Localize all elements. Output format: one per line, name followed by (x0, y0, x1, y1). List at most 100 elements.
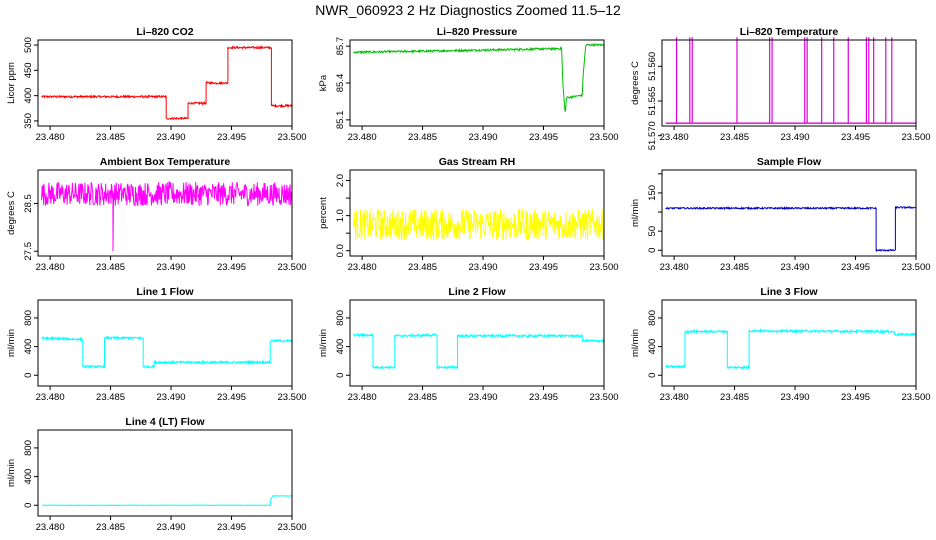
x-tick-label: 23.490 (469, 392, 498, 403)
x-tick-label: 23.480 (36, 522, 65, 533)
x-tick-label: 23.490 (157, 522, 186, 533)
series-line (353, 42, 604, 112)
chart-title: Line 3 Flow (760, 286, 818, 298)
x-tick-label: 23.495 (529, 132, 558, 143)
y-tick-label: 800 (335, 310, 346, 326)
y-axis-label: ml/min (6, 329, 17, 357)
y-tick-label: 400 (335, 339, 346, 355)
plot-frame (349, 39, 605, 127)
series-line (41, 335, 293, 370)
chart-title: Li–820 Temperature (740, 26, 839, 38)
y-axis-label: ml/min (630, 199, 641, 227)
x-tick-label: 23.500 (277, 262, 306, 273)
chart-title: Sample Flow (757, 156, 822, 168)
y-tick-label: 150 (647, 185, 658, 201)
y-tick-label: 0 (23, 503, 34, 508)
x-tick-label: 23.495 (841, 262, 870, 273)
x-tick-label: 23.490 (781, 392, 810, 403)
y-axis-label: kPa (318, 74, 329, 91)
x-tick-label: 23.480 (660, 392, 689, 403)
plot-frame (349, 299, 605, 387)
x-tick-label: 23.500 (277, 392, 306, 403)
plot-frame (37, 429, 293, 517)
x-tick-label: 23.485 (720, 392, 749, 403)
x-tick-label: 23.480 (348, 392, 377, 403)
y-tick-label: 400 (23, 88, 34, 104)
x-tick-label: 23.485 (720, 132, 749, 143)
x-tick-label: 23.485 (408, 132, 437, 143)
x-tick-label: 23.485 (96, 392, 125, 403)
x-tick-label: 23.480 (36, 132, 65, 143)
x-tick-label: 23.480 (36, 392, 65, 403)
x-tick-label: 23.485 (96, 132, 125, 143)
y-axis-label: ml/min (318, 329, 329, 357)
figure-title: NWR_060923 2 Hz Diagnostics Zoomed 11.5–… (315, 2, 621, 18)
x-tick-label: 23.500 (589, 392, 618, 403)
x-tick-label: 23.490 (157, 392, 186, 403)
y-tick-label: 0 (23, 373, 34, 378)
x-tick-label: 23.500 (589, 132, 618, 143)
x-tick-label: 23.495 (529, 262, 558, 273)
x-tick-label: 23.495 (529, 392, 558, 403)
x-tick-label: 23.495 (841, 392, 870, 403)
y-tick-label: 350 (23, 113, 34, 129)
x-tick-label: 23.480 (660, 262, 689, 273)
chart-title: Line 1 Flow (136, 286, 194, 298)
y-axis-label: ml/min (6, 459, 17, 487)
chart-panel: Li–820 Temperature 23.480 23.485 23.490 23.4… (630, 26, 931, 150)
x-tick-label: 23.490 (781, 132, 810, 143)
x-tick-label: 23.500 (589, 262, 618, 273)
x-tick-label: 23.480 (348, 262, 377, 273)
chart-title: Li–820 CO2 (136, 26, 193, 38)
y-tick-label: 85.7 (335, 37, 346, 56)
series-line (353, 208, 605, 241)
x-tick-label: 23.485 (96, 522, 125, 533)
plot-frame (37, 39, 293, 127)
chart-title: Line 4 (LT) Flow (125, 416, 205, 428)
y-tick-label: 400 (23, 339, 34, 355)
plot-frame (661, 39, 917, 127)
series-line (41, 180, 293, 252)
chart-title: Line 2 Flow (448, 286, 506, 298)
x-tick-label: 23.495 (217, 392, 246, 403)
y-tick-label: 400 (23, 469, 34, 485)
chart-panel: Li–820 CO2 23.480 23.485 23.490 23.495 23.500… (6, 26, 307, 143)
y-tick-label: 51.570 (647, 121, 658, 150)
y-tick-label: 800 (23, 310, 34, 326)
y-axis-label: degrees C (630, 61, 641, 105)
chart-title: Li–820 Pressure (437, 26, 518, 38)
x-tick-label: 23.495 (217, 262, 246, 273)
chart-panel: Line 4 (LT) Flow 23.480 23.485 23.490 23.495… (6, 416, 307, 533)
y-axis-label: ml/min (630, 329, 641, 357)
x-tick-label: 23.480 (660, 132, 689, 143)
x-tick-label: 23.490 (781, 262, 810, 273)
x-tick-label: 23.495 (841, 132, 870, 143)
chart-panels: Li–820 CO2 23.480 23.485 23.490 23.495 23.500… (6, 26, 931, 533)
y-axis-label: degrees C (6, 191, 17, 235)
plot-frame (661, 299, 917, 387)
y-tick-label: 0.0 (335, 244, 346, 257)
y-tick-label: 500 (23, 37, 34, 53)
x-tick-label: 23.500 (901, 392, 930, 403)
y-tick-label: 50 (647, 226, 658, 237)
x-tick-label: 23.490 (469, 262, 498, 273)
y-tick-label: 400 (647, 339, 658, 355)
x-tick-label: 23.490 (157, 262, 186, 273)
y-tick-label: 0 (335, 373, 346, 378)
y-tick-label: 51.560 (647, 52, 658, 81)
chart-panel: Line 3 Flow 23.480 23.485 23.490 23.495 23.50… (630, 286, 931, 403)
chart-panel: Gas Stream RH 23.480 23.485 23.490 23.495 23.… (318, 156, 619, 273)
x-tick-label: 23.495 (217, 132, 246, 143)
plot-frame (349, 169, 605, 257)
chart-panel: Sample Flow 23.480 23.485 23.490 23.495 23.50… (630, 156, 931, 273)
y-tick-label: 28.5 (23, 194, 34, 213)
x-tick-label: 23.480 (348, 132, 377, 143)
y-tick-label: 0 (647, 373, 658, 378)
series-line (353, 332, 605, 371)
x-tick-label: 23.485 (96, 262, 125, 273)
y-tick-label: 51.565 (647, 87, 658, 116)
y-tick-label: 450 (23, 62, 34, 78)
y-axis-label: Licor ppm (6, 62, 17, 104)
chart-title: Ambient Box Temperature (100, 156, 231, 168)
